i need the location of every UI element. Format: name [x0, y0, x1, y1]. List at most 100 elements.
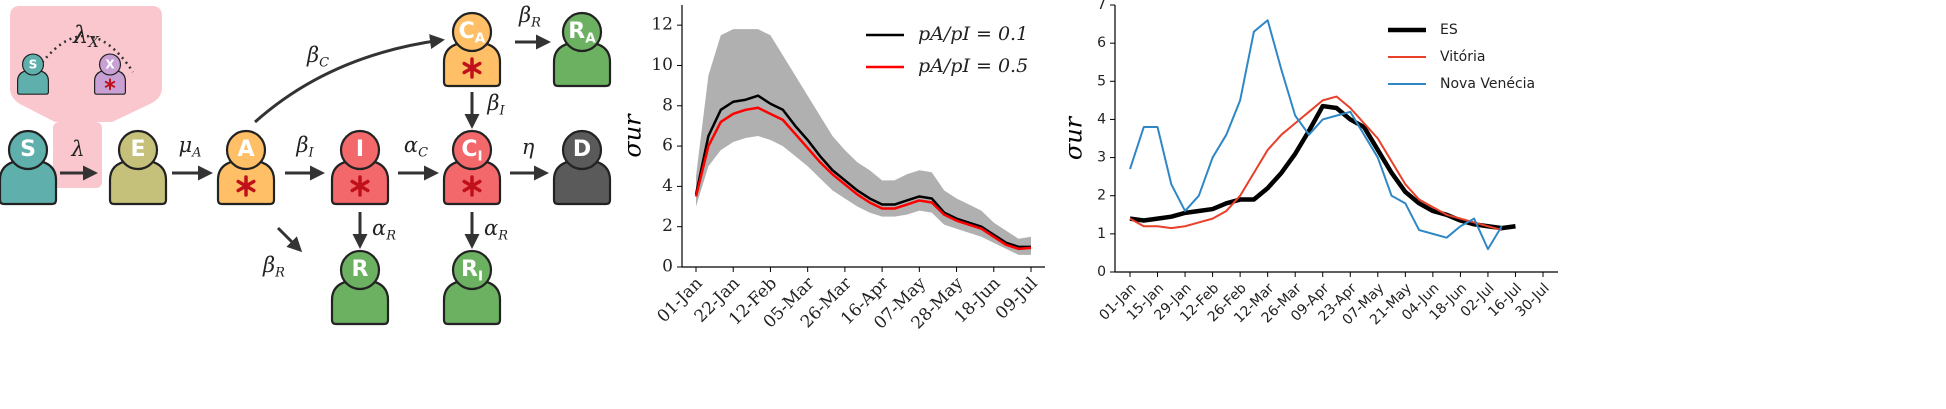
- compartment-label: RI: [461, 257, 483, 285]
- rate-label-main: α: [484, 216, 498, 240]
- compartment-label-main: R: [461, 257, 478, 282]
- arrow: [276, 226, 303, 253]
- legend-label: Nova Venécia: [1440, 76, 1535, 92]
- rate-label-sub: R: [497, 228, 508, 243]
- compartment-head: [561, 129, 603, 171]
- compartment-head: [339, 129, 381, 171]
- y-tick-label: 2: [662, 216, 673, 236]
- compartment-body: [330, 278, 390, 326]
- compartment-label: A: [237, 137, 254, 162]
- compartment-label-sub: I: [478, 269, 483, 285]
- compartment: [16, 53, 50, 95]
- compartment-label: E: [130, 137, 145, 162]
- rate-label-sub: C: [319, 55, 329, 70]
- y-tick-label: 1: [1097, 226, 1106, 242]
- rate-label: αR: [372, 216, 396, 243]
- rate-label: αR: [484, 216, 508, 243]
- series-line: [1129, 95, 1502, 232]
- compartment-head: [21, 53, 45, 76]
- y-tick-label: 10: [651, 55, 673, 75]
- inset-rate-sub: X: [87, 33, 100, 51]
- rate-label-main: α: [372, 216, 386, 240]
- rate-label-main: β: [518, 3, 531, 27]
- arrow: [254, 34, 445, 124]
- rate-label-main: β: [306, 43, 319, 67]
- inset-rate: λX: [72, 21, 100, 52]
- y-tick-label: 7: [1097, 0, 1106, 13]
- rate-label: βI: [295, 133, 314, 160]
- range-band: [696, 29, 1031, 255]
- rate-label-sub: I: [498, 103, 505, 118]
- infectious-mark: [236, 179, 256, 193]
- compartment: [442, 249, 502, 326]
- rate-label: βI: [486, 91, 505, 118]
- compartment-label-main: D: [573, 137, 591, 162]
- compartment-head: [98, 53, 122, 76]
- rate-label: βR: [518, 3, 541, 30]
- compartment-label-main: S: [20, 137, 36, 162]
- compartment-label-sub: A: [475, 31, 486, 47]
- series-line: [1129, 19, 1503, 251]
- inset-rate-main: λ: [72, 21, 88, 49]
- compartment: [0, 129, 58, 206]
- y-tick-label: 8: [662, 95, 673, 115]
- rate-label-main: μ: [178, 133, 192, 157]
- compartment-head: [451, 11, 493, 53]
- compartment-body: [16, 69, 50, 95]
- compartment: [330, 249, 390, 326]
- compartment-label-main: A: [237, 137, 254, 162]
- compartment: [108, 129, 168, 206]
- compartment-label-main: I: [356, 137, 364, 162]
- legend-label: ES: [1440, 22, 1458, 38]
- rate-label-main: η: [522, 135, 535, 159]
- compartment-label: R: [352, 257, 369, 282]
- compartment-label: CA: [459, 19, 486, 47]
- y-tick-label: 4: [662, 176, 673, 196]
- legend-label: pA/pI = 0.5: [918, 55, 1028, 77]
- x-tick-label: 09-Jul: [992, 274, 1042, 324]
- compartment-head: [225, 129, 267, 171]
- rate-label: μA: [178, 133, 201, 160]
- y-tick-label: 3: [1097, 150, 1106, 166]
- infectious-mark: [462, 179, 482, 193]
- compartment-label-main: R: [568, 19, 585, 44]
- y-tick-label: 5: [1097, 73, 1106, 89]
- compartment-label-main: R: [352, 257, 369, 282]
- y-axis-label: σur: [1060, 115, 1088, 160]
- compartment-label-main: X: [105, 57, 115, 71]
- y-tick-label: 0: [662, 257, 673, 277]
- series-line: [694, 94, 1031, 249]
- infectious-mark: [462, 61, 482, 75]
- compartment-label: RA: [568, 19, 596, 47]
- compartment-label: X: [105, 57, 115, 71]
- y-tick-label: 2: [1097, 188, 1106, 204]
- compartment-head: [7, 129, 49, 171]
- y-tick-label: 6: [662, 136, 673, 156]
- y-tick-label: 4: [1097, 111, 1106, 127]
- compartment-label-main: E: [130, 137, 145, 162]
- rate-label: βC: [306, 43, 329, 70]
- compartment-label: S: [29, 57, 38, 71]
- rate-label-main: α: [404, 133, 418, 157]
- compartment-label: I: [356, 137, 364, 162]
- rate-label: λ: [70, 137, 84, 161]
- compartment-body: [442, 278, 502, 326]
- compartment-label-sub: A: [585, 31, 596, 47]
- compartment-label-main: S: [29, 57, 38, 71]
- compartment-label-main: C: [461, 137, 477, 162]
- compartment-body: [0, 158, 58, 206]
- y-tick-label: 12: [651, 15, 673, 35]
- inset-link: [33, 34, 135, 73]
- series-line: [694, 106, 1032, 251]
- y-axis-label: σur: [619, 113, 647, 158]
- y-tick-label: 6: [1097, 35, 1106, 51]
- compartment: [330, 129, 390, 206]
- rate-label: βR: [262, 253, 285, 280]
- rate-label-main: β: [295, 133, 308, 157]
- rate-label-sub: R: [274, 265, 285, 280]
- compartment-head: [451, 129, 493, 171]
- infectious-mark: [104, 80, 116, 88]
- compartment-label-main: C: [459, 19, 475, 44]
